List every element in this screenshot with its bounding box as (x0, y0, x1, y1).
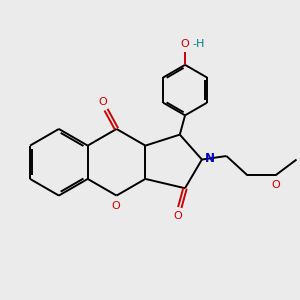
Text: -H: -H (193, 39, 205, 50)
Text: O: O (180, 39, 189, 50)
Text: N: N (205, 152, 215, 165)
Text: O: O (112, 201, 120, 211)
Text: O: O (174, 211, 182, 221)
Text: O: O (271, 180, 280, 190)
Text: O: O (99, 97, 108, 107)
